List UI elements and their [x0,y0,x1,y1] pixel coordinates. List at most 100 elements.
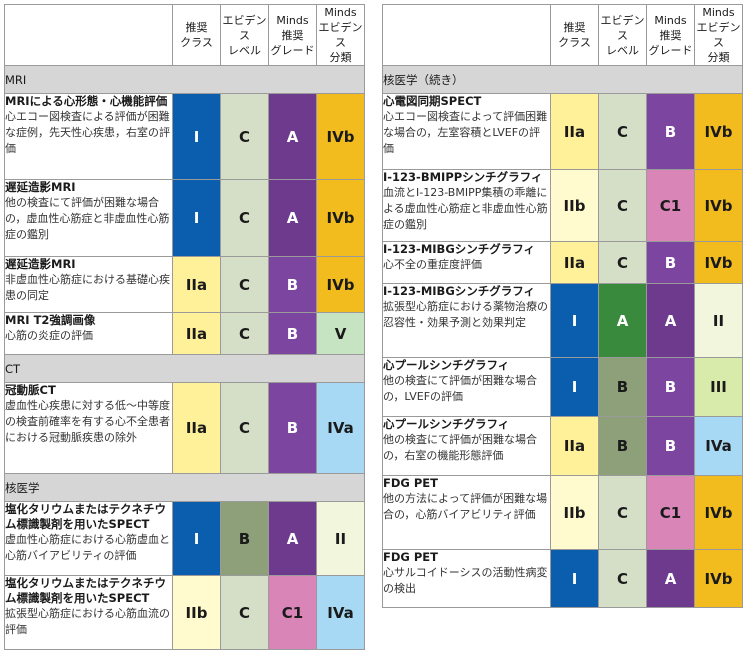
table-row: MRI T2強調画像 心筋の炎症の評価 IIa C B V [4,312,365,355]
item-title: 冠動脈CT [5,383,56,397]
minds-category-cell: V [316,312,365,355]
recommendation-class-cell: I [172,501,221,576]
item-description: 血流とI-123-BMIPP集積の乖離による虚血性心筋症と非虚血性心筋症の鑑別 [383,186,548,231]
item-title: 遅延造影MRI [5,257,76,271]
minds-grade-cell: A [646,283,695,358]
item-title: 心プールシンチグラフィ [383,417,510,431]
recommendation-class-cell: I [172,93,221,180]
item-description: 心不全の重症度評価 [383,258,482,271]
evidence-level-cell: C [598,241,647,284]
header-minds-evidence-category: Minds エビデンス 分類 [694,4,743,66]
section-header: 核医学 [4,473,365,502]
minds-category-cell: IVb [694,93,743,170]
header-minds-grade: Minds 推奨 グレード [268,4,317,66]
minds-grade-cell: B [268,382,317,474]
minds-category-cell: III [694,357,743,417]
evidence-level-cell: B [598,416,647,476]
table-row: I-123-BMIPPシンチグラフィ 血流とI-123-BMIPP集積の乖離による… [382,169,743,242]
item-title: 心プールシンチグラフィ [383,358,510,372]
item-title: I-123-MIBGシンチグラフィ [383,242,536,256]
minds-grade-cell: B [646,93,695,170]
minds-grade-cell: B [646,416,695,476]
item-description: 虚血性心筋症における心筋虚血と心筋バイアビリティの評価 [5,533,170,562]
recommendation-class-cell: IIa [172,256,221,313]
minds-grade-cell: A [268,501,317,576]
item-title: MRI T2強調画像 [5,313,96,327]
item-cell: 冠動脈CT 虚血性心疾患に対する低〜中等度の検査前確率を有する心不全患者における冠… [4,382,173,474]
minds-category-cell: II [694,283,743,358]
minds-category-cell: IVb [316,93,365,180]
table-row: FDG PET 心サルコイドーシスの活動性病変の検出 I C A IVb [382,549,743,608]
item-title: I-123-MIBGシンチグラフィ [383,284,536,298]
evidence-level-cell: C [220,179,269,257]
item-description: 心サルコイドーシスの活動性病変の検出 [383,566,548,595]
minds-grade-cell: C1 [646,169,695,242]
recommendation-table-left: 推奨 クラス エビデンス レベル Minds 推奨 グレード Minds エビデ… [4,4,365,650]
item-cell: 遅延造影MRI 非虚血性心筋症における基礎心疾患の同定 [4,256,173,313]
table-row: 心プールシンチグラフィ他の検査にて評価が困難な場合の，右室の機能形態評価 IIa… [382,416,743,476]
header-corner [4,4,173,66]
recommendation-class-cell: IIb [550,475,599,550]
recommendation-class-cell: I [550,549,599,608]
minds-category-cell: II [316,501,365,576]
minds-category-cell: IVa [694,416,743,476]
minds-grade-cell: A [268,93,317,180]
table-row: FDG PET 他の方法によって評価が困難な場合の，心筋バイアビリティ評価 IIb… [382,475,743,550]
item-cell: I-123-MIBGシンチグラフィ 心不全の重症度評価 [382,241,551,284]
minds-grade-cell: B [268,312,317,355]
evidence-level-cell: B [220,501,269,576]
table-row: I-123-MIBGシンチグラフィ拡張型心筋症における薬物治療の忍容性・効果予測… [382,283,743,358]
item-cell: MRIによる心形態・心機能評価 心エコー図検査による評価が困難な症例，先天性心疾患… [4,93,173,180]
item-description: 心筋の炎症の評価 [5,329,93,342]
minds-grade-cell: B [646,357,695,417]
header-evidence-level: エビデンス レベル [220,4,269,66]
item-title: FDG PET [383,476,438,490]
item-cell: FDG PET 他の方法によって評価が困難な場合の，心筋バイアビリティ評価 [382,475,551,550]
item-description: 心エコー図検査によって評価困難な場合の，左室容積とLVEFの評価 [383,110,548,155]
minds-category-cell: IVa [316,575,365,650]
minds-category-cell: IVb [694,475,743,550]
recommendation-class-cell: I [172,179,221,257]
minds-category-cell: IVb [316,179,365,257]
header-evidence-level: エビデンス レベル [598,4,647,66]
evidence-level-cell: C [598,169,647,242]
evidence-level-cell: C [598,93,647,170]
evidence-level-cell: A [598,283,647,358]
minds-category-cell: IVa [316,382,365,474]
item-title: MRIによる心形態・心機能評価 [5,94,168,108]
recommendation-class-cell: IIb [550,169,599,242]
minds-grade-cell: A [268,179,317,257]
recommendation-class-cell: IIa [550,416,599,476]
header-recommendation-class: 推奨 クラス [550,4,599,66]
section-header: MRI [4,65,365,94]
item-description: 他の検査にて評価が困難な場合の，右室の機能形態評価 [383,433,537,462]
evidence-level-cell: C [220,312,269,355]
minds-grade-cell: C1 [268,575,317,650]
section-header: CT [4,354,365,383]
recommendation-table-right: 推奨 クラス エビデンス レベル Minds 推奨 グレード Minds エビデ… [382,4,743,608]
minds-grade-cell: B [268,256,317,313]
item-cell: 心プールシンチグラフィ他の検査にて評価が困難な場合の，右室の機能形態評価 [382,416,551,476]
item-title: 塩化タリウムまたはテクネチウム標識製剤を用いたSPECT [5,502,166,531]
minds-grade-cell: C1 [646,475,695,550]
evidence-level-cell: C [220,382,269,474]
recommendation-class-cell: I [550,357,599,417]
minds-grade-cell: B [646,241,695,284]
item-description: 拡張型心筋症における薬物治療の忍容性・効果予測と効果判定 [383,300,548,329]
item-description: 非虚血性心筋症における基礎心疾患の同定 [5,273,170,302]
table-row: 冠動脈CT 虚血性心疾患に対する低〜中等度の検査前確率を有する心不全患者における冠… [4,382,365,474]
evidence-level-cell: C [220,256,269,313]
item-cell: 塩化タリウムまたはテクネチウム標識製剤を用いたSPECT 拡張型心筋症における心筋… [4,575,173,650]
table-row: I-123-MIBGシンチグラフィ 心不全の重症度評価 IIa C B IVb [382,241,743,284]
item-description: 拡張型心筋症における心筋血流の評価 [5,607,170,636]
minds-category-cell: IVb [694,241,743,284]
item-cell: 塩化タリウムまたはテクネチウム標識製剤を用いたSPECT 虚血性心筋症における心筋… [4,501,173,576]
item-cell: MRI T2強調画像 心筋の炎症の評価 [4,312,173,355]
table-row: 遅延造影MRI 他の検査にて評価が困難な場合の，虚血性心筋症と非虚血性心筋症の鑑別… [4,179,365,257]
item-cell: FDG PET 心サルコイドーシスの活動性病変の検出 [382,549,551,608]
item-title: 遅延造影MRI [5,180,76,194]
recommendation-class-cell: IIa [550,93,599,170]
recommendation-class-cell: IIa [550,241,599,284]
item-title: 塩化タリウムまたはテクネチウム標識製剤を用いたSPECT [5,576,166,605]
item-description: 他の検査にて評価が困難な場合の，LVEFの評価 [383,374,537,403]
